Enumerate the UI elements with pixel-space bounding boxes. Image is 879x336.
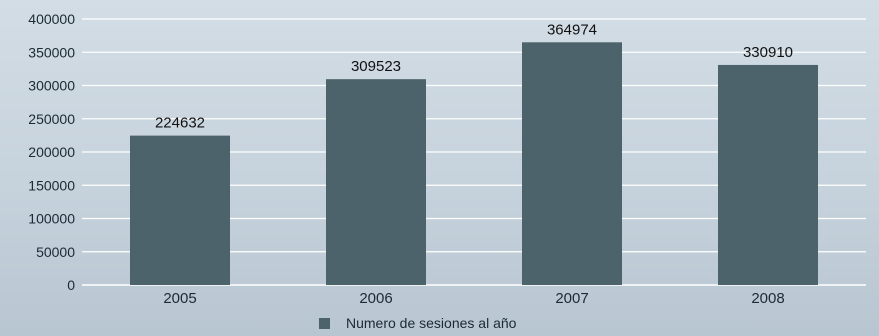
y-tick-label: 300000 (28, 78, 75, 94)
bar-2008 (718, 64, 818, 285)
legend-label: Numero de sesiones al año (346, 315, 517, 331)
y-axis-ticks: 0 50000 100000 150000 200000 250000 300000 3500… (28, 11, 75, 293)
data-label-2007: 364974 (547, 21, 597, 38)
x-axis-ticks: 2005 2006 2007 2008 (163, 290, 784, 307)
x-tick-label-2008: 2008 (751, 290, 784, 307)
data-label-2005: 224632 (155, 115, 205, 132)
bar-2007 (522, 42, 622, 285)
y-tick-label: 350000 (28, 44, 75, 60)
x-tick-label-2006: 2006 (359, 290, 392, 307)
bars (130, 42, 818, 285)
y-tick-label: 200000 (28, 144, 75, 160)
y-tick-label: 100000 (28, 211, 75, 227)
y-tick-label: 50000 (36, 244, 75, 260)
data-label-2006: 309523 (351, 58, 401, 75)
y-tick-label: 0 (67, 277, 75, 293)
x-tick-label-2005: 2005 (163, 290, 196, 307)
legend: Numero de sesiones al año (319, 315, 517, 331)
bar-2006 (326, 79, 426, 285)
bar-2005 (130, 135, 230, 285)
data-label-2008: 330910 (743, 44, 793, 61)
data-labels: 224632 309523 364974 330910 (155, 21, 793, 131)
legend-swatch (319, 318, 330, 329)
y-tick-label: 150000 (28, 177, 75, 193)
y-tick-label: 250000 (28, 111, 75, 127)
x-tick-label-2007: 2007 (555, 290, 588, 307)
y-tick-label: 400000 (28, 11, 75, 27)
